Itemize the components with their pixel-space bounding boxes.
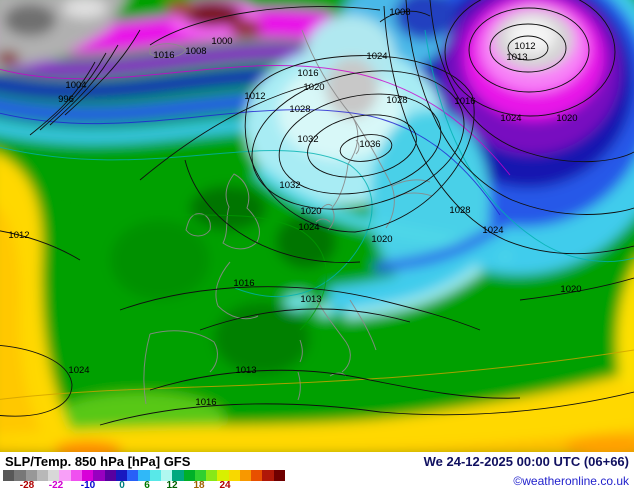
legend-cell <box>36 470 49 481</box>
pressure-label: 1020 <box>371 234 392 245</box>
isobars <box>0 0 634 426</box>
pressure-label: 1012 <box>514 41 535 52</box>
legend-cell <box>160 470 173 481</box>
pressure-label: 1013 <box>506 52 527 63</box>
pressure-label: 1016 <box>233 278 254 289</box>
weather-map: 1004 996 1016 1008 1000 1012 1008 1024 1016 1020 1… <box>0 0 634 452</box>
legend-cell <box>138 470 150 481</box>
legend-cell <box>239 470 252 481</box>
pressure-label: 1032 <box>297 134 318 145</box>
legend-cell <box>149 470 161 481</box>
legend-cell <box>70 470 82 481</box>
legend-cell <box>172 470 184 481</box>
copyright-link[interactable]: ©weatheronline.co.uk <box>513 474 629 488</box>
map-canvas: 1004 996 1016 1008 1000 1012 1008 1024 1016 1020 1… <box>0 0 634 452</box>
legend-cell <box>183 470 195 481</box>
legend-tick: 12 <box>166 480 178 490</box>
legend-cell <box>273 470 286 481</box>
pressure-label: 1024 <box>482 225 503 236</box>
legend-cell <box>25 470 37 481</box>
legend-cell <box>14 470 26 481</box>
footer-bar: SLP/Temp. 850 hPa [hPa] GFS We 24-12-202… <box>0 452 634 490</box>
legend-cell <box>81 470 94 481</box>
pressure-label: 1024 <box>500 113 521 124</box>
coastlines <box>143 29 433 405</box>
pressure-label: 1016 <box>195 397 216 408</box>
legend-cell <box>127 470 139 481</box>
pressure-label: 1013 <box>300 294 321 305</box>
pressure-label: 1028 <box>449 205 470 216</box>
pressure-label: 1013 <box>235 365 256 376</box>
pressure-labels: 1004 996 1016 1008 1000 1012 1008 1024 1016 1020 1… <box>8 7 581 408</box>
pressure-label: 1032 <box>279 180 300 191</box>
temperature-contours <box>0 29 634 400</box>
legend-tick: 0 <box>119 480 125 490</box>
legend-colorbar <box>3 470 286 481</box>
pressure-label: 1012 <box>8 230 29 241</box>
pressure-label: 1012 <box>244 91 265 102</box>
pressure-label: 1036 <box>359 139 380 150</box>
legend-cell <box>228 470 240 481</box>
pressure-label: 1008 <box>389 7 410 18</box>
legend-tick: -28 <box>19 480 35 490</box>
legend-cell <box>251 470 263 481</box>
legend-tick: -10 <box>80 480 96 490</box>
legend-cell <box>217 470 229 481</box>
temperature-field <box>0 0 634 452</box>
legend-cell <box>59 470 71 481</box>
pressure-label: 1020 <box>303 82 324 93</box>
pressure-label: 996 <box>58 94 74 105</box>
pressure-label: 1008 <box>185 46 206 57</box>
pressure-label: 1004 <box>65 80 86 91</box>
legend-tick: -22 <box>48 480 64 490</box>
pressure-label: 1016 <box>153 50 174 61</box>
legend-cell <box>93 470 105 481</box>
legend-cell <box>206 470 218 481</box>
legend-cell <box>262 470 274 481</box>
legend-tick: 24 <box>219 480 231 490</box>
map-title: SLP/Temp. 850 hPa [hPa] GFS <box>5 454 191 469</box>
legend-cell <box>48 470 60 481</box>
legend-tick: 18 <box>193 480 205 490</box>
pressure-label: 1020 <box>300 206 321 217</box>
legend-ticks: -28 -22 -10 0 6 12 18 24 <box>3 480 285 490</box>
pressure-label: 1028 <box>386 95 407 106</box>
legend-cell <box>104 470 116 481</box>
legend-cell <box>194 470 207 481</box>
pressure-label: 1000 <box>211 36 232 47</box>
pressure-label: 1024 <box>68 365 89 376</box>
legend-cell <box>3 470 15 481</box>
map-datetime: We 24-12-2025 00:00 UTC (06+66) <box>423 454 629 469</box>
pressure-label: 1016 <box>454 96 475 107</box>
pressure-label: 1020 <box>556 113 577 124</box>
pressure-label: 1024 <box>366 51 387 62</box>
legend-tick: 6 <box>144 480 150 490</box>
pressure-label: 1020 <box>560 284 581 295</box>
legend-cell <box>115 470 128 481</box>
pressure-label: 1016 <box>297 68 318 79</box>
pressure-label: 1024 <box>298 222 319 233</box>
pressure-label: 1028 <box>289 104 310 115</box>
